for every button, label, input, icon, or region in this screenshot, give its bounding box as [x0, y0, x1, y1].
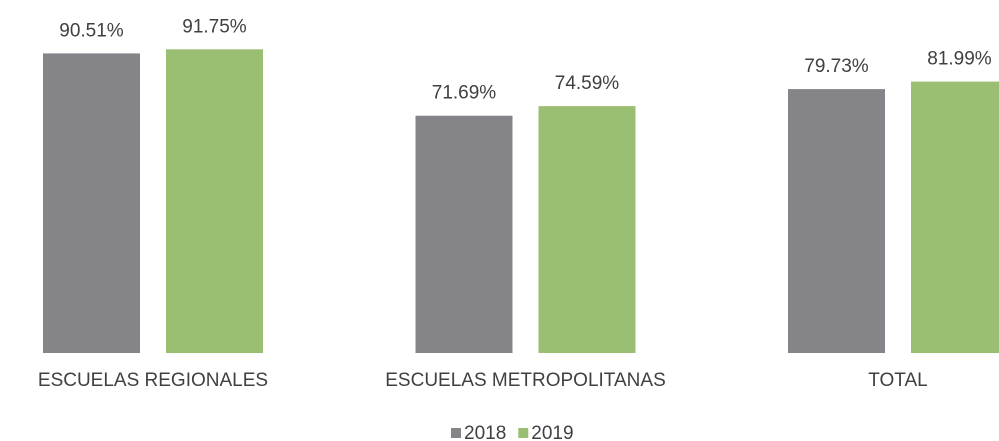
- bar: [538, 106, 636, 353]
- data-label: 81.99%: [927, 49, 992, 70]
- legend-swatch: [518, 428, 529, 438]
- bar: [911, 81, 999, 353]
- x-tick-label: ESCUELAS METROPOLITANAS: [385, 370, 666, 391]
- data-label: 74.59%: [555, 73, 620, 94]
- bar: [43, 53, 140, 354]
- bar: [166, 49, 263, 354]
- bar: [788, 89, 885, 354]
- legend-swatch: [451, 428, 461, 438]
- data-label: 79.73%: [804, 56, 869, 77]
- data-label: 91.75%: [182, 16, 247, 37]
- x-tick-label: ESCUELAS REGIONALES: [38, 370, 268, 391]
- bar: [415, 115, 513, 353]
- legend-label: 2019: [531, 423, 573, 441]
- x-tick-label: TOTAL: [868, 370, 927, 391]
- legend-label: 2018: [464, 423, 506, 441]
- data-label: 71.69%: [432, 83, 497, 104]
- data-label: 90.51%: [59, 20, 124, 41]
